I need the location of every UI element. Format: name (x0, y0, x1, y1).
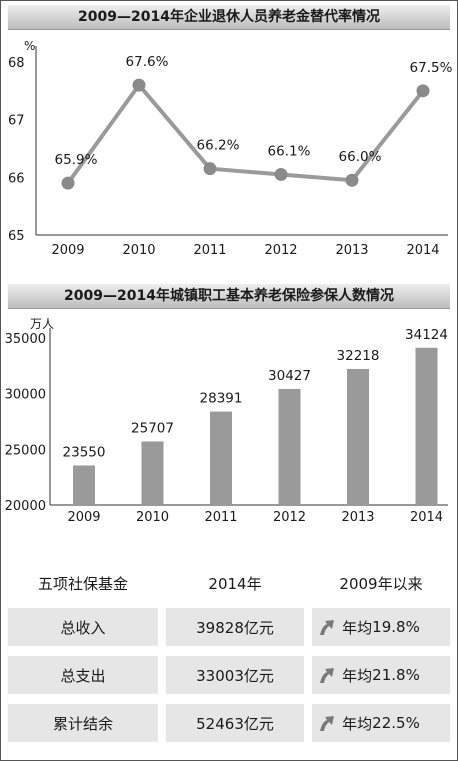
cell-bg (312, 608, 450, 646)
y-tick-label: 68 (8, 56, 25, 71)
x-tick-label: 2010 (136, 510, 169, 525)
fund-name: 总支出 (60, 666, 106, 685)
table-row: 总支出 33003亿元 年均 21.8% (8, 656, 450, 694)
data-point (345, 173, 359, 187)
x-tick-label: 2009 (67, 510, 100, 525)
data-label: 65.9% (55, 152, 98, 168)
x-tick-label: 2012 (264, 243, 297, 258)
cell-bg (166, 656, 304, 694)
data-label: 66.1% (268, 143, 311, 159)
chart2-title: 2009—2014年城镇职工基本养老保险参保人数情况 (8, 284, 450, 309)
annual-prefix: 年均 (342, 618, 373, 637)
bar (415, 347, 438, 505)
y-tick-label: 25000 (5, 443, 46, 458)
growth-cell: 年均 22.5% (312, 704, 450, 742)
x-tick-label: 2014 (410, 510, 443, 525)
series-line (66, 83, 425, 185)
cell-bg (8, 656, 158, 694)
header-fund: 五项社保基金 (37, 574, 128, 593)
table-header: 五项社保基金 2014年 2009年以来 (8, 566, 450, 600)
insured-count-bar-chart: 万人 20000 25000 30000 35000 2009 2010 2011 2012 20… (5, 317, 448, 525)
data-label: 67.6% (126, 54, 169, 70)
bar (278, 388, 301, 505)
cell-bg (312, 704, 450, 742)
y-tick-label: 65 (8, 229, 25, 244)
growth-rate: 21.8% (372, 666, 420, 684)
header-since-2009: 2009年以来 (339, 574, 423, 593)
y-tick-label: 66 (8, 171, 25, 186)
y-tick-label: 67 (8, 114, 25, 129)
data-point (132, 78, 146, 92)
cell-bg (312, 656, 450, 694)
x-tick-label: 2014 (406, 243, 439, 258)
data-label: 66.0% (339, 149, 382, 165)
x-tick-label: 2011 (193, 243, 226, 258)
cell-bg (8, 704, 158, 742)
bar-label: 25707 (131, 420, 174, 436)
annual-prefix: 年均 (342, 714, 373, 733)
cell-bg (166, 704, 304, 742)
data-point (416, 84, 430, 98)
cell-bg (8, 608, 158, 646)
data-point (203, 162, 217, 176)
bar-label: 30427 (268, 368, 311, 384)
up-arrow-icon (320, 620, 334, 635)
table-row: 总收入 39828亿元 年均 19.8% (8, 608, 450, 646)
bar (347, 368, 369, 505)
x-tick-label: 2013 (335, 243, 368, 258)
table-row: 累计结余 52463亿元 年均 22.5% (8, 704, 450, 742)
growth-cell: 年均 19.8% (312, 608, 450, 646)
bar (141, 441, 164, 505)
y-tick-label: 35000 (5, 332, 46, 347)
data-point (274, 167, 288, 181)
replacement-rate-line-chart: % 65 66 67 68 2009 2010 2011 2012 2013 2014 65.9% 67… (8, 39, 453, 258)
fund-amount: 33003亿元 (196, 666, 274, 685)
bar-label: 34124 (405, 327, 448, 343)
annual-prefix: 年均 (342, 666, 373, 685)
cell-bg (166, 608, 304, 646)
fund-amount: 39828亿元 (196, 618, 274, 637)
up-arrow-icon (320, 668, 334, 683)
bar-label: 28391 (200, 391, 243, 407)
y-tick-label: 30000 (5, 388, 46, 403)
x-tick-label: 2009 (51, 243, 84, 258)
growth-cell: 年均 21.8% (312, 656, 450, 694)
fund-amount: 52463亿元 (196, 714, 274, 733)
x-tick-label: 2013 (341, 510, 374, 525)
data-label: 67.5% (410, 60, 453, 76)
x-tick-label: 2010 (122, 243, 155, 258)
data-label: 66.2% (197, 138, 240, 154)
bar-label: 23550 (63, 444, 106, 460)
x-tick-label: 2012 (273, 510, 306, 525)
y-unit: % (24, 39, 35, 53)
fund-name: 总收入 (60, 618, 106, 637)
fund-name: 累计结余 (52, 714, 113, 733)
y-unit: 万人 (30, 317, 54, 331)
bar (73, 465, 95, 505)
bar-label: 32218 (337, 348, 380, 364)
data-point (61, 176, 75, 190)
up-arrow-icon (320, 716, 334, 731)
growth-rate: 22.5% (372, 714, 420, 732)
growth-rate: 19.8% (372, 618, 420, 636)
x-tick-label: 2011 (204, 510, 237, 525)
header-2014: 2014年 (208, 574, 262, 593)
y-tick-label: 20000 (5, 499, 46, 514)
bar (210, 411, 232, 505)
chart1-title: 2009—2014年企业退休人员养老金替代率情况 (8, 5, 450, 30)
